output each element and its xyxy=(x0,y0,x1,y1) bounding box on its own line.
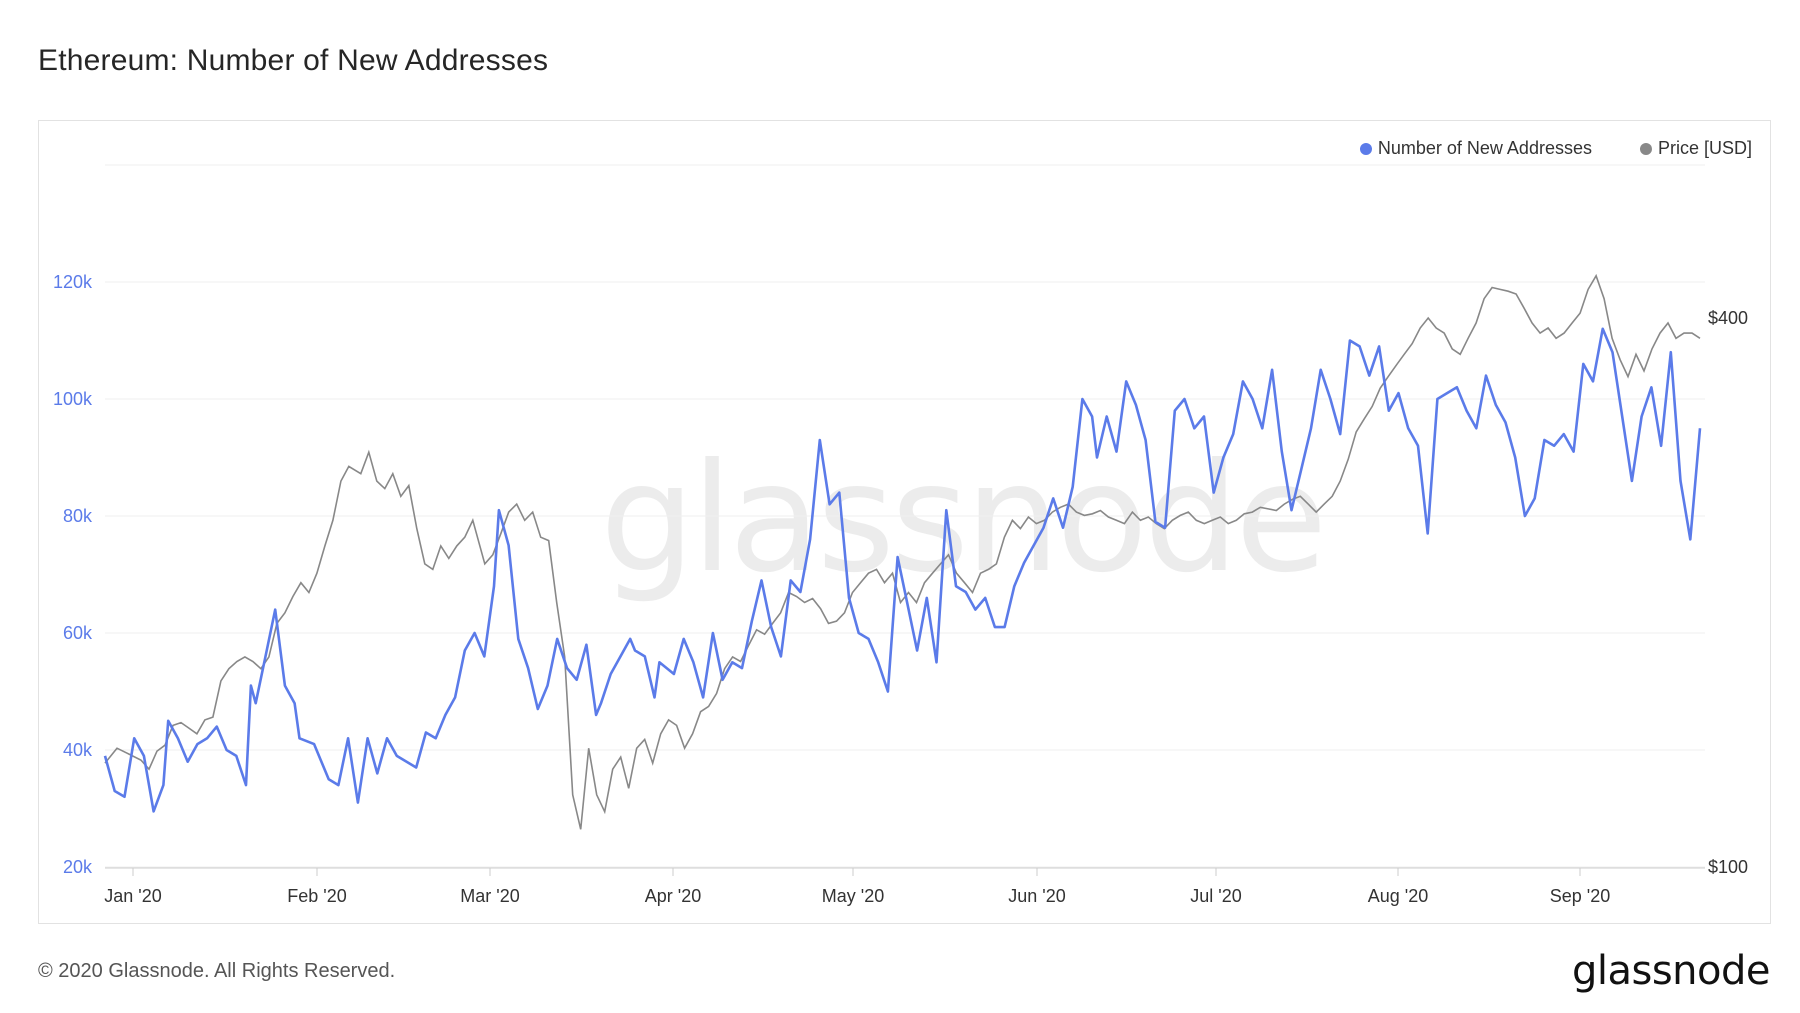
legend-label-price: Price [USD] xyxy=(1657,138,1752,158)
chart-frame xyxy=(38,120,1771,924)
y-right-tick-label: $100 xyxy=(1708,857,1748,877)
x-tick-label: Aug '20 xyxy=(1368,886,1429,906)
x-tick-label: Jan '20 xyxy=(104,886,161,906)
x-tick-label: Jul '20 xyxy=(1190,886,1241,906)
legend-dot-addresses xyxy=(1359,142,1372,155)
chart-title: Ethereum: Number of New Addresses xyxy=(38,44,549,77)
y-left-tick-label: 20k xyxy=(63,857,93,877)
legend-dot-price xyxy=(1639,142,1652,155)
legend-item-price[interactable]: Price [USD] xyxy=(1639,138,1752,159)
y-left-tick-label: 120k xyxy=(53,272,93,292)
brand-logo: glassnode xyxy=(1571,948,1771,994)
x-tick-label: May '20 xyxy=(822,886,884,906)
legend-label-addresses: Number of New Addresses xyxy=(1377,138,1592,158)
y-left-tick-label: 80k xyxy=(63,506,93,526)
x-tick-label: Jun '20 xyxy=(1008,886,1065,906)
x-tick-label: Mar '20 xyxy=(460,886,519,906)
y-right-tick-label: $400 xyxy=(1708,308,1748,328)
copyright-footer: © 2020 Glassnode. All Rights Reserved. xyxy=(38,960,396,982)
x-tick-label: Sep '20 xyxy=(1550,886,1611,906)
legend-item-addresses[interactable]: Number of New Addresses xyxy=(1359,138,1592,159)
price-series-line xyxy=(104,273,1701,830)
y-left-tick-label: 60k xyxy=(63,623,93,643)
new-addresses-series-line xyxy=(103,327,1702,813)
x-tick-label: Apr '20 xyxy=(645,886,701,906)
y-left-tick-label: 100k xyxy=(53,389,93,409)
watermark: glassnode xyxy=(600,432,1327,606)
y-left-tick-label: 40k xyxy=(63,740,93,760)
legend: Number of New Addresses Price [USD] xyxy=(1359,138,1752,159)
x-tick-label: Feb '20 xyxy=(287,886,346,906)
